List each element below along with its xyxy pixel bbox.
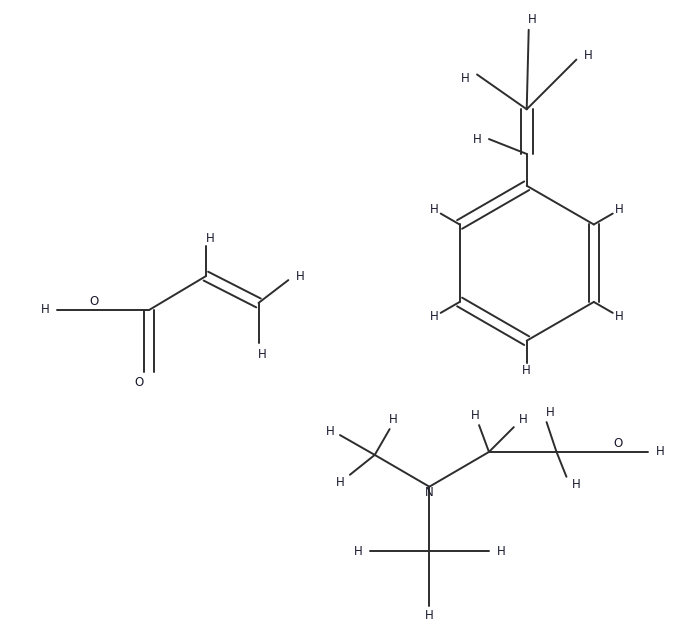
Text: O: O xyxy=(89,295,98,308)
Text: H: H xyxy=(296,270,305,283)
Text: H: H xyxy=(584,49,593,62)
Text: H: H xyxy=(429,310,438,323)
Text: H: H xyxy=(615,203,624,216)
Text: H: H xyxy=(546,406,555,419)
Text: O: O xyxy=(135,376,144,389)
Text: H: H xyxy=(497,545,505,558)
Text: H: H xyxy=(472,133,481,146)
Text: H: H xyxy=(656,445,664,459)
Text: H: H xyxy=(520,412,528,426)
Text: H: H xyxy=(336,476,345,489)
Text: H: H xyxy=(425,609,433,622)
Text: H: H xyxy=(572,478,581,491)
Text: H: H xyxy=(429,203,438,216)
Text: H: H xyxy=(326,425,334,437)
Text: H: H xyxy=(389,412,398,426)
Text: H: H xyxy=(528,13,537,26)
Text: H: H xyxy=(470,409,479,422)
Text: H: H xyxy=(258,348,267,361)
Text: H: H xyxy=(461,72,470,85)
Text: O: O xyxy=(614,437,623,450)
Text: H: H xyxy=(615,310,624,323)
Text: H: H xyxy=(40,303,49,316)
Text: N: N xyxy=(425,486,433,499)
Text: H: H xyxy=(522,364,531,377)
Text: H: H xyxy=(205,232,214,245)
Text: H: H xyxy=(353,545,362,558)
